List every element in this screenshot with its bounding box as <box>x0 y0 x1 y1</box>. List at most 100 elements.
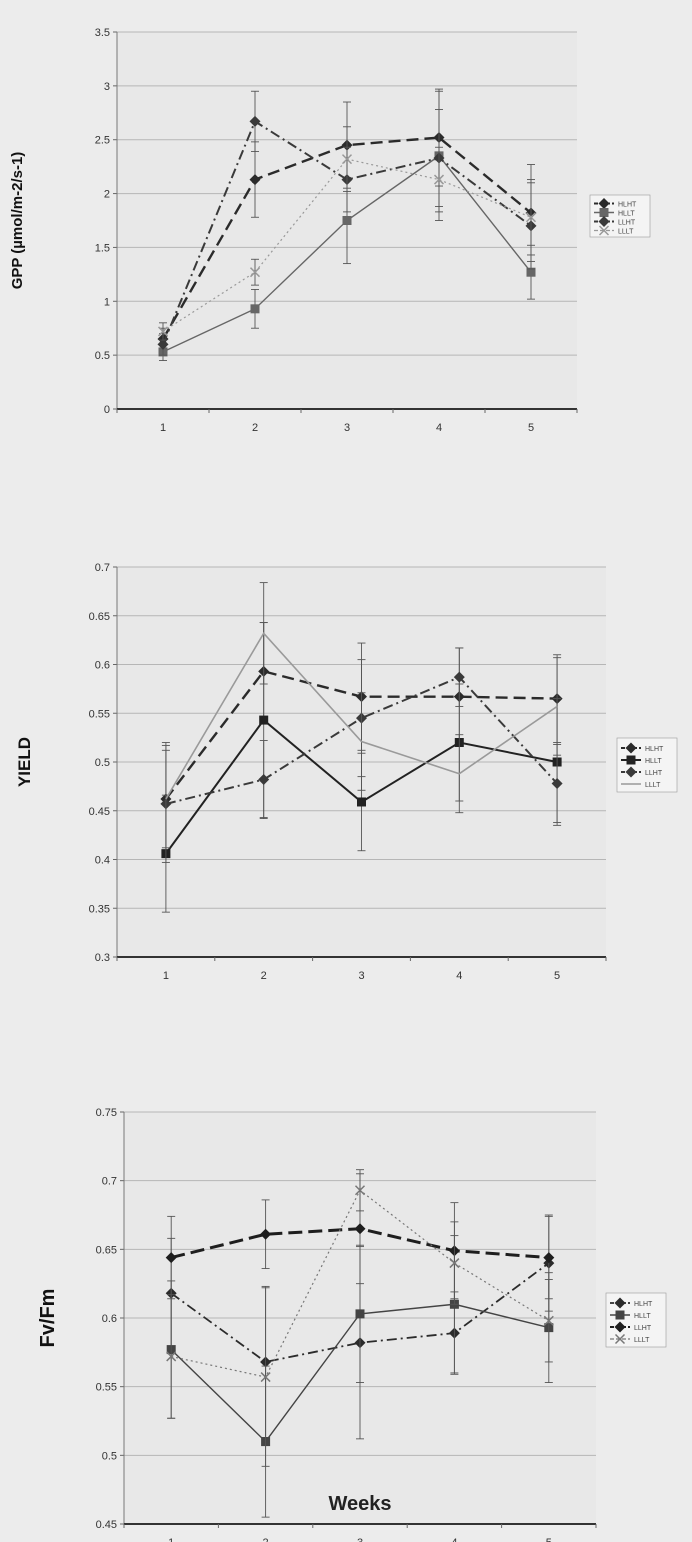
data-point <box>543 1252 555 1264</box>
data-point <box>525 212 537 223</box>
chart-1: 0 0.5 1 1.5 2 2.5 3 3.5 1 2 3 4 5 HLHT HLLT LLHT LLLT GPP… <box>9 27 651 434</box>
y-tick-label: 1.5 <box>95 242 110 254</box>
data-point <box>357 797 366 807</box>
legend: HLHT HLLT LLHT LLLT <box>605 1292 667 1348</box>
data-point <box>543 1315 554 1326</box>
legend-label: LLLT <box>618 229 634 236</box>
legend-marker <box>625 742 637 754</box>
legend-marker <box>614 1333 626 1345</box>
data-point <box>249 267 261 278</box>
series-line <box>162 119 532 345</box>
legend-label: HLHT <box>634 1301 653 1308</box>
y-axis-title: YIELD <box>15 737 34 787</box>
data-point <box>453 671 465 683</box>
legend: HLHT HLLT LLHT LLLT <box>589 194 651 238</box>
y-tick-label: 0.45 <box>96 1519 117 1531</box>
data-point <box>166 1351 177 1362</box>
chart-2: 0.3 0.35 0.4 0.45 0.5 0.55 0.6 0.65 0.7 1 2 3 4 5 HLHT… <box>15 562 678 982</box>
data-point <box>354 1185 366 1196</box>
x-tick-label: 1 <box>168 1537 174 1542</box>
y-tick-label: 0.65 <box>89 611 110 623</box>
legend-label: HLLT <box>634 1313 651 1320</box>
x-tick-label: 5 <box>528 422 534 434</box>
x-tick-label: 5 <box>554 970 560 982</box>
data-point <box>449 1258 460 1269</box>
y-tick-label: 0.55 <box>89 708 110 720</box>
y-tick-label: 0.75 <box>96 1107 117 1119</box>
data-point <box>259 715 269 725</box>
series-llht <box>160 647 563 863</box>
x-tick-label: 1 <box>160 422 166 434</box>
legend-marker <box>598 225 610 236</box>
y-tick-label: 0.6 <box>102 1313 117 1325</box>
y-tick-label: 3 <box>104 81 110 93</box>
data-point <box>354 1223 366 1235</box>
y-tick-label: 0.35 <box>89 903 110 915</box>
legend-label: LLHT <box>634 1325 652 1332</box>
legend-marker <box>599 208 609 217</box>
x-tick-label: 2 <box>263 1537 269 1542</box>
legend-label: HLLT <box>618 211 635 218</box>
legend-marker <box>625 766 637 778</box>
y-axis-title: GPP (µmol/m-2/s-1) <box>9 152 26 290</box>
y-tick-label: 0.4 <box>95 855 110 867</box>
legend-marker <box>598 198 610 209</box>
legend-marker <box>626 755 636 765</box>
series-line <box>165 631 558 800</box>
x-tick-label: 4 <box>456 970 462 982</box>
y-tick-label: 0.6 <box>95 660 110 672</box>
y-tick-label: 0 <box>104 404 110 416</box>
x-axis-title: Weeks <box>328 1493 391 1515</box>
data-point <box>258 774 270 786</box>
legend: HLHT HLLT LLHT LLLT <box>616 737 678 793</box>
data-point <box>342 216 352 225</box>
data-point <box>433 174 445 185</box>
y-tick-label: 0.55 <box>96 1382 117 1394</box>
chart-3: 0.45 0.5 0.55 0.6 0.65 0.7 0.75 1 2 3 4 5 HLHT HLLT LL… <box>37 1107 667 1542</box>
series-lllt <box>166 1169 554 1467</box>
y-tick-label: 0.5 <box>95 350 110 362</box>
y-tick-label: 0.65 <box>96 1244 117 1256</box>
data-point <box>526 267 536 277</box>
legend-label: LLLT <box>645 782 661 789</box>
legend-label: LLHT <box>645 770 663 777</box>
legend-marker <box>614 1297 626 1309</box>
x-tick-label: 3 <box>358 970 364 982</box>
data-point <box>260 1228 272 1240</box>
series-lllt <box>157 126 537 341</box>
y-tick-label: 0.7 <box>95 562 110 574</box>
series-line <box>165 675 558 805</box>
legend-label: HLHT <box>645 746 664 753</box>
data-point <box>260 1372 271 1383</box>
legend-label: LLLT <box>634 1337 650 1344</box>
y-tick-label: 0.3 <box>95 952 110 964</box>
y-tick-label: 2 <box>104 189 110 201</box>
y-tick-label: 1 <box>104 296 110 308</box>
y-axis-title: Fv/Fm <box>37 1289 59 1348</box>
y-tick-label: 0.7 <box>102 1176 117 1188</box>
data-point <box>341 154 353 165</box>
x-tick-label: 2 <box>252 422 258 434</box>
x-tick-label: 3 <box>344 422 350 434</box>
legend-marker <box>614 1321 626 1333</box>
data-point <box>157 338 169 350</box>
data-point <box>355 1309 365 1319</box>
x-tick-label: 4 <box>451 1537 457 1542</box>
legend-label: HLLT <box>645 758 662 765</box>
legend-label: HLHT <box>618 202 637 209</box>
series-line <box>170 1262 550 1363</box>
series-line <box>161 136 532 340</box>
data-point <box>551 777 563 789</box>
legend-label: LLHT <box>618 220 636 227</box>
x-tick-label: 5 <box>546 1537 552 1542</box>
legend-marker <box>615 1310 625 1320</box>
x-tick-label: 1 <box>163 970 169 982</box>
data-point <box>165 1252 177 1264</box>
data-point <box>249 115 261 127</box>
x-tick-label: 2 <box>261 970 267 982</box>
legend-marker <box>598 216 610 227</box>
series-lllt <box>161 582 562 849</box>
y-tick-label: 0.5 <box>102 1450 117 1462</box>
